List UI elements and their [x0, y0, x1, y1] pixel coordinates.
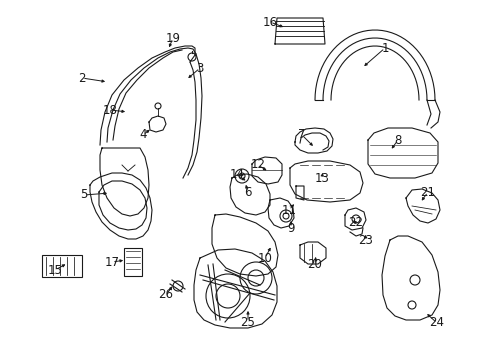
Text: 14: 14	[229, 168, 244, 181]
Text: 17: 17	[104, 256, 119, 269]
Text: 7: 7	[298, 129, 305, 141]
Text: 15: 15	[47, 264, 62, 276]
Text: 8: 8	[393, 134, 401, 147]
Text: 5: 5	[80, 189, 87, 202]
Text: 4: 4	[139, 129, 146, 141]
Text: 22: 22	[348, 216, 363, 230]
Text: 12: 12	[250, 158, 265, 171]
Text: 21: 21	[420, 185, 435, 198]
Text: 1: 1	[381, 41, 388, 54]
Text: 9: 9	[286, 221, 294, 234]
Text: 23: 23	[358, 234, 373, 247]
Text: 6: 6	[244, 185, 251, 198]
Text: 19: 19	[165, 31, 180, 45]
Text: 26: 26	[158, 288, 173, 302]
Text: 13: 13	[314, 171, 329, 184]
Text: 10: 10	[257, 252, 272, 265]
Text: 3: 3	[196, 62, 203, 75]
Text: 24: 24	[428, 316, 444, 329]
Text: 20: 20	[307, 258, 322, 271]
Text: 25: 25	[240, 315, 255, 328]
Text: 16: 16	[262, 15, 277, 28]
Text: 18: 18	[102, 104, 117, 117]
Text: 11: 11	[281, 203, 296, 216]
Text: 2: 2	[78, 72, 85, 85]
